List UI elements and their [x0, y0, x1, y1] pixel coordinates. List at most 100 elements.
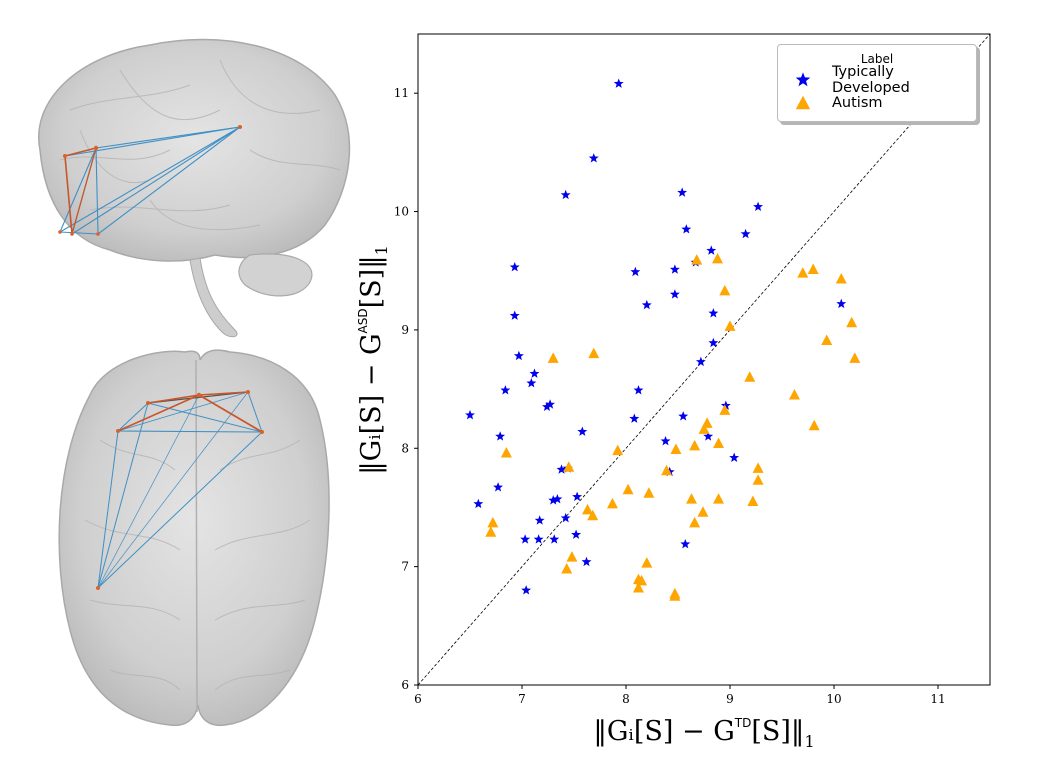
td-point: [678, 411, 689, 421]
td-point: [560, 189, 571, 200]
td-point: [669, 264, 680, 274]
autism-point: [713, 493, 725, 504]
td-point: [509, 261, 520, 272]
legend: Label Typically Developed Autism: [777, 44, 977, 122]
x-tick-label: 6: [414, 692, 422, 706]
td-point: [521, 585, 532, 595]
td-point: [633, 385, 644, 395]
td-point: [669, 289, 680, 299]
td-point: [695, 356, 706, 367]
td-point: [542, 401, 552, 412]
legend-title: Label: [860, 52, 894, 66]
autism-point: [588, 347, 600, 359]
autism-point: [566, 551, 578, 562]
series-typically-developed: [465, 78, 847, 595]
autism-point: [641, 557, 653, 568]
td-point: [729, 452, 740, 462]
td-point: [500, 385, 511, 395]
td-point: [629, 413, 640, 423]
y-axis-label: ‖Gᵢ[S] − GASD[S]‖1: [356, 245, 391, 475]
y-label-sub: 1: [372, 245, 391, 255]
autism-point: [849, 352, 861, 363]
td-point: [680, 538, 691, 549]
autism-point: [747, 495, 759, 507]
autism-point: [698, 423, 710, 434]
autism-point: [697, 506, 709, 517]
td-point: [677, 187, 688, 197]
legend-item-asd: Autism: [792, 92, 883, 114]
y-label-sup: ASD: [356, 308, 370, 333]
autism-point: [724, 320, 736, 331]
td-point: [681, 224, 692, 234]
autism-point: [661, 464, 673, 476]
autism-point: [643, 487, 655, 498]
autism-point: [487, 516, 499, 528]
autism-point: [622, 483, 634, 495]
brain-side-view: [38, 38, 351, 338]
autism-point: [807, 263, 819, 275]
y-tick-label: 6: [401, 678, 409, 692]
td-point: [720, 400, 731, 410]
reference-line-layer: [417, 33, 991, 686]
td-point: [581, 556, 592, 567]
y-tick-label: 11: [394, 86, 409, 100]
plot-frame: [417, 33, 991, 686]
y-axis-ticks: 6 7 8 9 10 11: [394, 86, 418, 692]
td-point: [708, 308, 719, 318]
autism-point: [821, 334, 833, 346]
td-point: [572, 491, 583, 502]
autism-point: [712, 252, 724, 264]
td-point: [465, 409, 475, 420]
autism-point: [689, 439, 701, 451]
autism-point: [752, 474, 764, 485]
plot-area: [417, 33, 991, 686]
autism-point: [752, 462, 764, 473]
autism-point: [719, 404, 731, 415]
td-point: [533, 534, 544, 544]
td-point: [836, 298, 847, 309]
td-point: [571, 529, 582, 539]
td-point: [509, 310, 520, 320]
td-point: [556, 464, 567, 474]
autism-point: [808, 419, 820, 431]
triangle-icon: [792, 92, 814, 114]
td-point: [560, 512, 571, 523]
td-point: [545, 399, 556, 409]
td-point: [520, 534, 531, 544]
x-label-sub: 1: [804, 732, 814, 751]
legend-label-asd: Autism: [832, 95, 883, 111]
td-point: [548, 495, 559, 505]
legend-label-td: Typically Developed: [831, 64, 910, 96]
td-point: [577, 426, 588, 436]
y-label-main: ‖Gᵢ[S] − G: [356, 333, 387, 474]
series-autism: [485, 252, 861, 601]
td-point: [706, 245, 717, 255]
x-tick-label: 9: [726, 692, 734, 706]
td-point: [613, 78, 624, 88]
autism-point: [797, 267, 809, 278]
autism-point: [788, 389, 800, 400]
autism-point: [561, 563, 573, 574]
td-point: [552, 493, 563, 504]
td-point: [493, 482, 504, 492]
autism-point: [587, 509, 599, 521]
x-axis-label: ‖Gᵢ[S] − GTD[S]‖1: [593, 716, 814, 751]
td-point: [526, 377, 537, 388]
autism-point: [835, 273, 847, 284]
autism-point: [670, 443, 682, 454]
y-tick-label: 9: [401, 323, 409, 337]
autism-point: [606, 497, 618, 509]
x-tick-label: 8: [622, 692, 630, 706]
td-point: [473, 498, 484, 509]
brain-connectivity-illustration: [38, 38, 351, 727]
x-tick-label: 10: [826, 692, 841, 706]
y-label-tail: [S]‖: [356, 255, 387, 308]
autism-point: [612, 444, 624, 456]
td-point: [630, 266, 641, 277]
autism-point: [500, 447, 512, 458]
identity-line: [417, 33, 991, 686]
brain-top-view: [58, 349, 330, 727]
autism-point: [713, 437, 725, 449]
legend-item-td: Typically Developed: [792, 64, 976, 96]
autism-point: [689, 516, 701, 528]
